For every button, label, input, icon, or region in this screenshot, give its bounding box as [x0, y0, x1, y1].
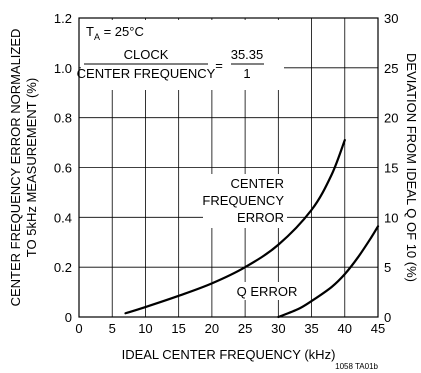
y-right-axis-title: DEVIATION FROM IDEAL Q OF 10 (%) [404, 53, 419, 282]
y-right-tick-label-4: 20 [384, 111, 398, 126]
x-tick-label-3: 15 [171, 321, 185, 336]
x-tick-label-4: 20 [205, 321, 219, 336]
y-right-tick-label-6: 30 [384, 11, 398, 26]
ratio-value-denominator: 1 [243, 66, 250, 81]
annotation-box: TA = 25°C CLOCK CENTER FREQUENCY = 35.35… [77, 20, 284, 90]
x-axis-ticks: 0 5 10 15 20 25 30 35 40 45 [75, 321, 385, 336]
q-error-label: Q ERROR [232, 282, 302, 300]
x-tick-label-0: 0 [75, 321, 82, 336]
figure-id: 1058 TA01b [335, 362, 378, 371]
temperature-label: TA = 25°C [86, 24, 144, 42]
y-left-tick-label-5: 1.0 [54, 61, 72, 76]
x-tick-label-8: 40 [338, 321, 352, 336]
x-tick-label-5: 25 [238, 321, 252, 336]
center-frequency-error-curve [124, 138, 346, 315]
x-tick-label-9: 45 [371, 321, 385, 336]
plot-frame [78, 17, 379, 318]
x-tick-label-1: 5 [109, 321, 116, 336]
q-error-curve [277, 225, 380, 319]
ratio-value-numerator: 35.35 [231, 47, 264, 62]
y-right-axis-ticks: 0 5 10 15 20 25 30 [384, 11, 398, 325]
center-frequency-error-label: CENTER FREQUENCY ERROR [202, 174, 287, 228]
x-tick-label-7: 35 [304, 321, 318, 336]
x-axis-title: IDEAL CENTER FREQUENCY (kHz) [122, 347, 336, 362]
annotation-background [81, 20, 284, 90]
series-layer [124, 138, 380, 319]
y-right-tick-label-2: 10 [384, 210, 398, 225]
x-tick-label-2: 10 [138, 321, 152, 336]
center-frequency-error-label-background [203, 174, 287, 228]
y-right-tick-label-3: 15 [384, 161, 398, 176]
temperature-value: = 25°C [100, 24, 144, 39]
q-error-label-text: Q ERROR [237, 284, 298, 299]
y-left-tick-label-0: 0 [65, 310, 72, 325]
y-left-tick-label-1: 0.2 [54, 260, 72, 275]
ratio-numerator: CLOCK [124, 47, 169, 62]
y-left-axis-title-line-2: TO 5kHz MEASUREMENT (%) [24, 78, 39, 257]
temperature-prefix: T [86, 24, 94, 39]
y-left-axis-ticks: 0 0.2 0.4 0.6 0.8 1.0 1.2 [54, 11, 72, 325]
center-frequency-error-label-line-3: ERROR [237, 210, 284, 225]
y-left-tick-label-3: 0.6 [54, 161, 72, 176]
y-left-tick-label-6: 1.2 [54, 11, 72, 26]
ratio-equals: = [215, 58, 223, 73]
y-left-axis-title-line-1: CENTER FREQUENCY ERROR NORMALIZED [8, 29, 23, 307]
center-frequency-error-label-line-2: FREQUENCY [202, 193, 284, 208]
center-frequency-error-label-line-1: CENTER [231, 176, 284, 191]
y-right-tick-label-0: 0 [384, 310, 391, 325]
q-error-label-background [232, 282, 302, 300]
x-tick-label-6: 30 [271, 321, 285, 336]
ratio-denominator: CENTER FREQUENCY [77, 66, 216, 81]
y-right-tick-label-1: 5 [384, 260, 391, 275]
y-right-tick-label-5: 25 [384, 61, 398, 76]
y-left-tick-label-2: 0.4 [54, 210, 72, 225]
y-left-tick-label-4: 0.8 [54, 111, 72, 126]
temperature-subscript: A [94, 32, 100, 42]
